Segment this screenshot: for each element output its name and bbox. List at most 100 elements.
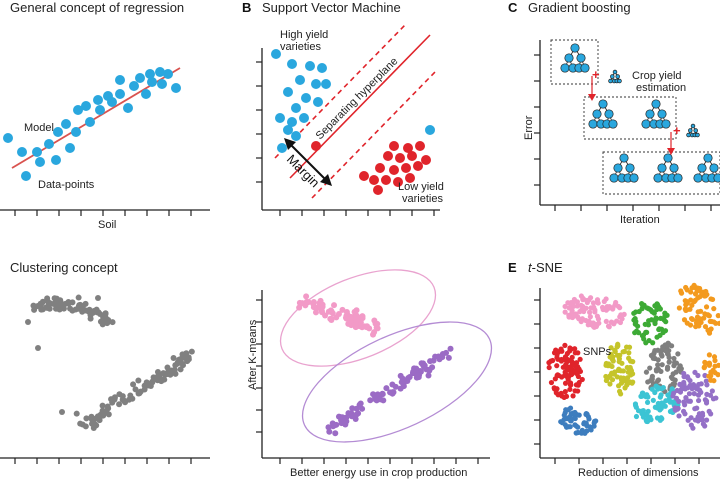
tsne-green-point bbox=[660, 329, 666, 336]
panel-clustering: Clustering concept bbox=[0, 260, 210, 464]
clustering-point bbox=[95, 295, 101, 301]
tsne-violet-point bbox=[671, 390, 677, 396]
clustering-point bbox=[141, 386, 148, 393]
tsne-violet-point bbox=[681, 379, 687, 386]
tsne-letter: E bbox=[508, 260, 517, 275]
kmeans-purple-point bbox=[421, 362, 428, 369]
svm-high-label-2: varieties bbox=[280, 41, 321, 53]
tsne-olive-point bbox=[614, 374, 620, 380]
clustering-point bbox=[127, 392, 134, 399]
clustering-point bbox=[35, 345, 41, 351]
clustering-point bbox=[83, 415, 90, 422]
clustering-axis bbox=[0, 457, 210, 464]
tsne-green-point bbox=[635, 323, 641, 329]
tsne-gray-point bbox=[664, 351, 671, 357]
tsne-orange-point bbox=[689, 316, 696, 323]
clustering-point bbox=[89, 420, 96, 427]
svm-red-point bbox=[401, 163, 411, 173]
tsne-pink-point bbox=[610, 305, 616, 311]
tsne-gray-point bbox=[675, 351, 681, 357]
tsne-pink-point bbox=[577, 309, 583, 315]
clustering-point bbox=[43, 304, 50, 311]
tsne-pink-point bbox=[610, 320, 616, 326]
kmeans-pink-point bbox=[342, 314, 349, 321]
kmeans-pink-point bbox=[318, 302, 325, 309]
tsne-pink-point bbox=[592, 307, 598, 313]
tsne-red-point bbox=[576, 366, 582, 372]
decision-tree-icon bbox=[693, 153, 720, 183]
tsne-orange-point bbox=[708, 377, 714, 383]
clustering-point bbox=[104, 403, 111, 410]
tsne-orange-point bbox=[706, 360, 712, 366]
tsne-red-point bbox=[546, 364, 552, 371]
tsne-olive-point bbox=[618, 377, 625, 383]
svm-blue-point bbox=[425, 125, 435, 135]
tsne-violet-point bbox=[682, 411, 688, 417]
tsne-orange-point bbox=[676, 305, 682, 311]
clustering-point bbox=[88, 416, 95, 423]
clustering-title: Clustering concept bbox=[10, 260, 118, 275]
svm-blue-point bbox=[299, 113, 309, 123]
panel-tsne: E t-SNE SNPs Reduction of dimensions bbox=[508, 260, 720, 479]
clustering-point bbox=[62, 300, 69, 307]
svm-hyperplane-line bbox=[289, 34, 431, 179]
tsne-red-point bbox=[567, 386, 573, 393]
tsne-olive-point bbox=[615, 367, 621, 374]
svm-axes bbox=[256, 48, 440, 216]
decision-tree-icon bbox=[608, 69, 622, 84]
panel-svm: B Support Vector Machine High yield vari… bbox=[242, 0, 444, 216]
tsne-red-point bbox=[575, 388, 581, 394]
kmeans-purple-point bbox=[372, 396, 379, 403]
tsne-orange-point bbox=[681, 317, 688, 323]
kmeans-purple-point bbox=[353, 405, 360, 412]
svm-blue-point bbox=[283, 87, 293, 97]
kmeans-pink-point bbox=[359, 315, 366, 322]
regression-point bbox=[145, 69, 155, 79]
tsne-pink-point bbox=[615, 303, 621, 309]
clustering-point bbox=[122, 399, 129, 406]
regression-point bbox=[73, 105, 83, 115]
tsne-orange-point bbox=[711, 306, 717, 312]
clustering-point bbox=[82, 423, 89, 430]
tsne-red-point bbox=[579, 376, 585, 383]
tsne-violet-point bbox=[709, 388, 715, 394]
kmeans-pink-point bbox=[331, 302, 338, 309]
tsne-green-point bbox=[652, 319, 658, 325]
decision-tree-icon bbox=[653, 153, 683, 183]
regression-point bbox=[35, 157, 45, 167]
svm-blue-point bbox=[313, 97, 323, 107]
tsne-cyan-point bbox=[658, 415, 664, 421]
tsne-orange-point bbox=[701, 315, 707, 321]
tsne-cyan-point bbox=[663, 398, 669, 404]
tsne-olive-point bbox=[609, 377, 616, 383]
tsne-violet-point bbox=[708, 411, 714, 417]
kmeans-purple-point bbox=[339, 414, 346, 421]
kmeans-purple-point bbox=[348, 413, 355, 420]
regression-point bbox=[3, 133, 13, 143]
tsne-red-point bbox=[553, 390, 559, 396]
boosting-box-3 bbox=[602, 151, 720, 195]
kmeans-purple-point bbox=[383, 385, 390, 392]
svm-high-yield-points bbox=[271, 49, 435, 153]
tsne-orange-point bbox=[689, 302, 695, 308]
tsne-orange-point bbox=[712, 369, 718, 376]
tsne-violet-point bbox=[676, 398, 682, 404]
decision-tree-icon bbox=[588, 99, 618, 129]
tsne-orange-point bbox=[712, 363, 718, 369]
tsne-cyan-point bbox=[635, 408, 642, 414]
tsne-violet-point bbox=[686, 391, 693, 397]
kmeans-purple-point bbox=[410, 368, 417, 375]
tsne-green-point bbox=[654, 301, 660, 307]
svm-blue-point bbox=[301, 93, 311, 103]
regression-point bbox=[32, 147, 42, 157]
tsne-violet-point bbox=[674, 387, 680, 394]
svm-letter: B bbox=[242, 0, 251, 15]
tsne-pink-point bbox=[566, 305, 572, 311]
tsne-olive-point bbox=[608, 345, 614, 351]
kmeans-pink-point bbox=[303, 293, 310, 300]
tsne-red-point bbox=[560, 364, 566, 370]
svm-margin-lower bbox=[311, 71, 436, 199]
tsne-violet-point bbox=[690, 425, 696, 431]
kmeans-purple-point bbox=[427, 358, 434, 365]
svm-low-label-1: Low yield bbox=[398, 181, 444, 193]
